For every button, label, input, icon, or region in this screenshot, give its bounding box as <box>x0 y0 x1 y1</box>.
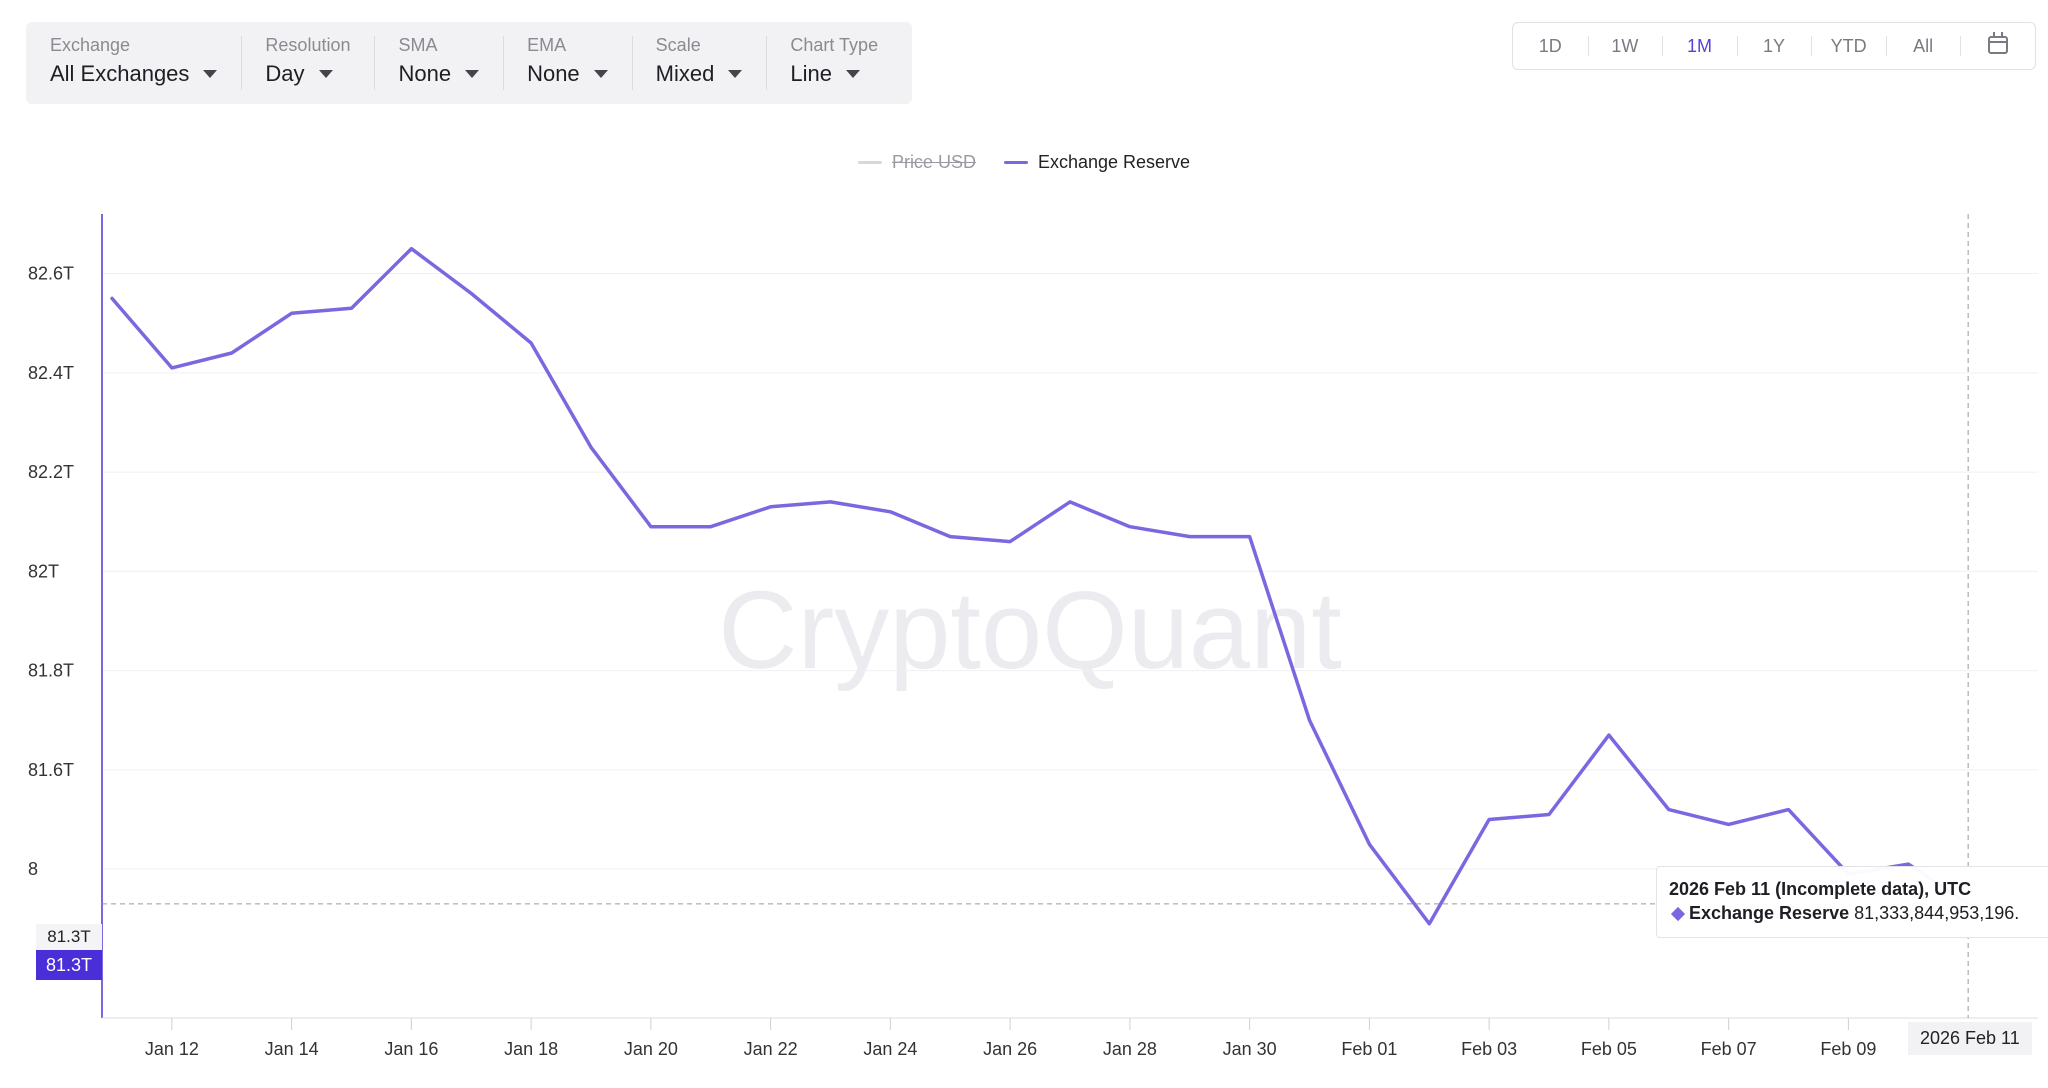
resolution-value: Day <box>265 61 305 86</box>
diamond-icon <box>1670 906 1686 922</box>
exchange-reserve-line <box>110 246 1970 926</box>
calendar-icon <box>1987 32 2008 55</box>
x-tick-label: Jan 16 <box>384 1039 438 1059</box>
scale-value: Mixed <box>655 61 715 86</box>
y-tick-label: 82.2T <box>28 462 74 482</box>
series-layer <box>110 246 1970 926</box>
scale-dropdown[interactable]: Scale Mixed <box>631 22 767 104</box>
ema-label: EMA <box>527 35 567 55</box>
y-tick-label: 81.8T <box>28 661 74 681</box>
resolution-label: Resolution <box>265 35 351 55</box>
x-tick-label: Feb 07 <box>1701 1039 1757 1059</box>
x-tick-label: Jan 14 <box>265 1039 319 1059</box>
y-tick-label: 81.6T <box>28 760 74 780</box>
caret-down-icon <box>728 70 743 78</box>
sma-value: None <box>398 61 452 86</box>
watermark-logo: CryptoQuant <box>718 569 1342 692</box>
chart-settings-toolbar: Exchange All Exchanges Resolution Day SM… <box>26 22 912 104</box>
tooltip-date-suffix: (Incomplete data), UTC <box>1770 879 1972 899</box>
grid-lines <box>102 273 2038 870</box>
caret-down-icon <box>203 70 218 78</box>
x-tick-label: Jan 12 <box>145 1039 199 1059</box>
y-axis: 82.6T 82.4T 82.2T 82T 81.8T 81.6T 8 <box>28 214 103 1018</box>
x-tick-label: Jan 26 <box>983 1039 1037 1059</box>
caret-down-icon <box>318 70 333 78</box>
chart-legend: Price USD Exchange Reserve <box>0 152 2048 173</box>
x-tick-label: Feb 09 <box>1820 1039 1876 1059</box>
range-ytd-button[interactable]: YTD <box>1811 22 1886 70</box>
exchange-label: Exchange <box>50 35 131 55</box>
x-tick-label: Jan 20 <box>624 1039 678 1059</box>
data-tooltip: 2026 Feb 11 (Incomplete data), UTC Excha… <box>1656 866 2048 938</box>
sma-label: SMA <box>398 35 438 55</box>
x-tick-label: Jan 28 <box>1103 1039 1157 1059</box>
crosshair-date-flag: 2026 Feb 11 <box>1908 1022 2032 1055</box>
x-tick-label: Jan 30 <box>1223 1039 1277 1059</box>
tooltip-date: 2026 Feb 11 <box>1669 879 1771 899</box>
time-range-selector: 1D 1W 1M 1Y YTD All <box>1512 22 2036 70</box>
legend-swatch-exchange-reserve <box>1003 161 1028 164</box>
caret-down-icon <box>845 70 860 78</box>
x-tick-label: Feb 03 <box>1461 1039 1517 1059</box>
ema-value: None <box>527 61 580 86</box>
legend-swatch-price-usd <box>857 161 882 164</box>
x-tick-label: Feb 05 <box>1581 1039 1637 1059</box>
crosshair-value-flag: 81.3T <box>36 950 102 980</box>
crosshair-value-flag-light: 81.3T <box>36 924 102 950</box>
y-tick-label: 82.6T <box>28 264 74 284</box>
range-all-button[interactable]: All <box>1885 22 1961 70</box>
exchange-value: All Exchanges <box>50 61 190 86</box>
resolution-dropdown[interactable]: Resolution Day <box>241 22 374 104</box>
x-tick-label: Jan 24 <box>863 1039 917 1059</box>
y-tick-label: 8 <box>28 859 38 879</box>
legend-label-price-usd: Price USD <box>891 152 976 172</box>
range-1y-button[interactable]: 1Y <box>1736 22 1812 70</box>
caret-down-icon <box>593 70 608 78</box>
range-1d-button[interactable]: 1D <box>1538 36 1562 56</box>
legend-item-exchange-reserve[interactable]: Exchange Reserve <box>1003 152 1191 173</box>
date-picker-button[interactable] <box>1960 22 2035 70</box>
legend-item-price-usd[interactable]: Price USD <box>857 152 976 173</box>
y-tick-label: 82.4T <box>28 363 74 383</box>
chart-type-value: Line <box>790 61 832 86</box>
caret-down-icon <box>465 70 480 78</box>
sma-dropdown[interactable]: SMA None <box>374 22 503 104</box>
x-tick-label: Jan 22 <box>744 1039 798 1059</box>
range-1m-button[interactable]: 1M <box>1662 22 1737 70</box>
chart-type-dropdown[interactable]: Chart Type Line <box>766 22 902 104</box>
exchange-dropdown[interactable]: Exchange All Exchanges <box>26 22 241 104</box>
scale-label: Scale <box>655 35 701 55</box>
tooltip-series-value: 81,333,844,953,196. <box>1854 903 2020 923</box>
x-axis: Jan 12 Jan 14 Jan 16 Jan 18 Jan 20 Jan 22 Jan … <box>102 1017 2038 1059</box>
tooltip-series-name: Exchange Reserve <box>1689 903 1850 923</box>
x-tick-label: Feb 01 <box>1341 1039 1397 1059</box>
y-tick-label: 82T <box>28 561 59 581</box>
x-tick-label: Jan 18 <box>504 1039 558 1059</box>
legend-label-exchange-reserve: Exchange Reserve <box>1037 152 1191 172</box>
ema-dropdown[interactable]: EMA None <box>503 22 632 104</box>
range-1w-button[interactable]: 1W <box>1587 22 1663 70</box>
chart-type-label: Chart Type <box>790 35 879 55</box>
